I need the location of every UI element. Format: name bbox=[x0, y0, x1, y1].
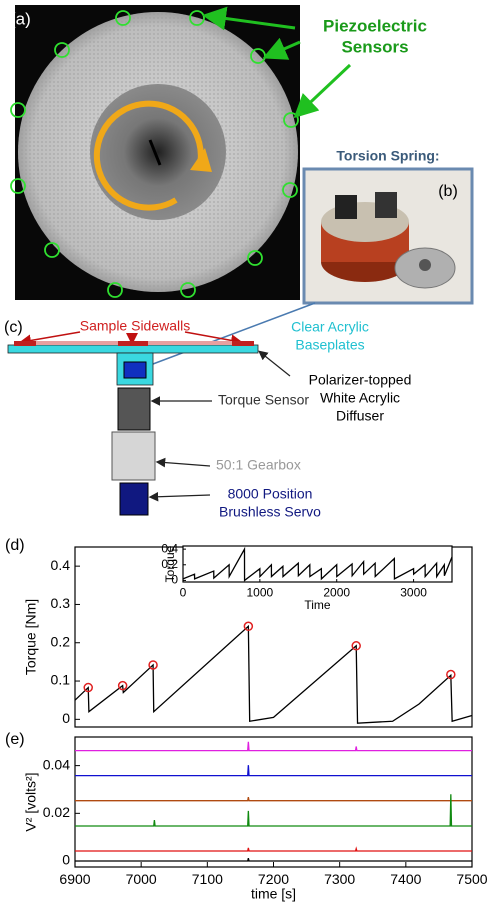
y-tick-label: 0.02 bbox=[43, 804, 70, 820]
y-tick-label: 0.4 bbox=[51, 557, 71, 573]
diagram-label: Torque Sensor bbox=[218, 392, 309, 408]
panel-label: (d) bbox=[5, 537, 25, 554]
x-tick-label: 1000 bbox=[247, 586, 274, 600]
diagram-label: Clear Acrylic bbox=[291, 319, 369, 335]
panel-label: (b) bbox=[438, 183, 458, 200]
sensor-label: Piezoelectric bbox=[323, 16, 427, 35]
diagram-label: 50:1 Gearbox bbox=[216, 457, 301, 473]
x-tick-label: 7300 bbox=[324, 871, 355, 887]
x-tick-label: 0 bbox=[180, 586, 187, 600]
x-tick-label: 7100 bbox=[192, 871, 223, 887]
y-axis-label: V² [volts²] bbox=[23, 772, 39, 831]
x-tick-label: 7200 bbox=[258, 871, 289, 887]
diagram-label: Brushless Servo bbox=[219, 504, 321, 520]
x-tick-label: 3000 bbox=[400, 586, 427, 600]
figure: (a) Piezoelectric Sensors Torsion Spring… bbox=[0, 0, 490, 907]
photo-a bbox=[11, 5, 350, 300]
diagram-label: Sample Sidewalls bbox=[80, 318, 191, 334]
y-tick-label: 0 bbox=[62, 710, 70, 726]
panel-label: (e) bbox=[5, 731, 25, 748]
panel-label: (a) bbox=[10, 9, 31, 28]
diagram-label: Polarizer-topped bbox=[309, 372, 412, 388]
y-axis-label: Torque bbox=[163, 545, 177, 582]
plot-area bbox=[75, 737, 472, 867]
x-tick-label: 6900 bbox=[59, 871, 90, 887]
y-tick-label: 0.04 bbox=[43, 756, 70, 772]
diagram-label: 8000 Position bbox=[228, 486, 313, 502]
sensor-label: Sensors bbox=[341, 37, 408, 56]
panel-label: (c) bbox=[4, 319, 23, 336]
connector bbox=[145, 303, 315, 367]
x-axis-label: time [s] bbox=[251, 886, 296, 902]
x-tick-label: 7400 bbox=[390, 871, 421, 887]
plot-area bbox=[183, 546, 452, 582]
y-tick-label: 0.2 bbox=[51, 633, 71, 649]
page: {"panels":{"a":"(a)","b":"(b)","c":"(c)"… bbox=[0, 0, 490, 907]
x-tick-label: 7000 bbox=[126, 871, 157, 887]
y-tick-label: 0.1 bbox=[51, 672, 71, 688]
y-tick-label: 0.3 bbox=[51, 595, 71, 611]
diagram-label: Diffuser bbox=[336, 408, 384, 424]
diagram-label: Baseplates bbox=[295, 337, 364, 353]
x-axis-label: Time bbox=[304, 598, 331, 612]
y-axis-label: Torque [Nm] bbox=[23, 599, 39, 675]
x-tick-label: 7500 bbox=[456, 871, 487, 887]
y-tick-label: 0 bbox=[62, 852, 70, 868]
torsion-title: Torsion Spring: bbox=[336, 148, 439, 164]
diagram-label: White Acrylic bbox=[320, 390, 400, 406]
